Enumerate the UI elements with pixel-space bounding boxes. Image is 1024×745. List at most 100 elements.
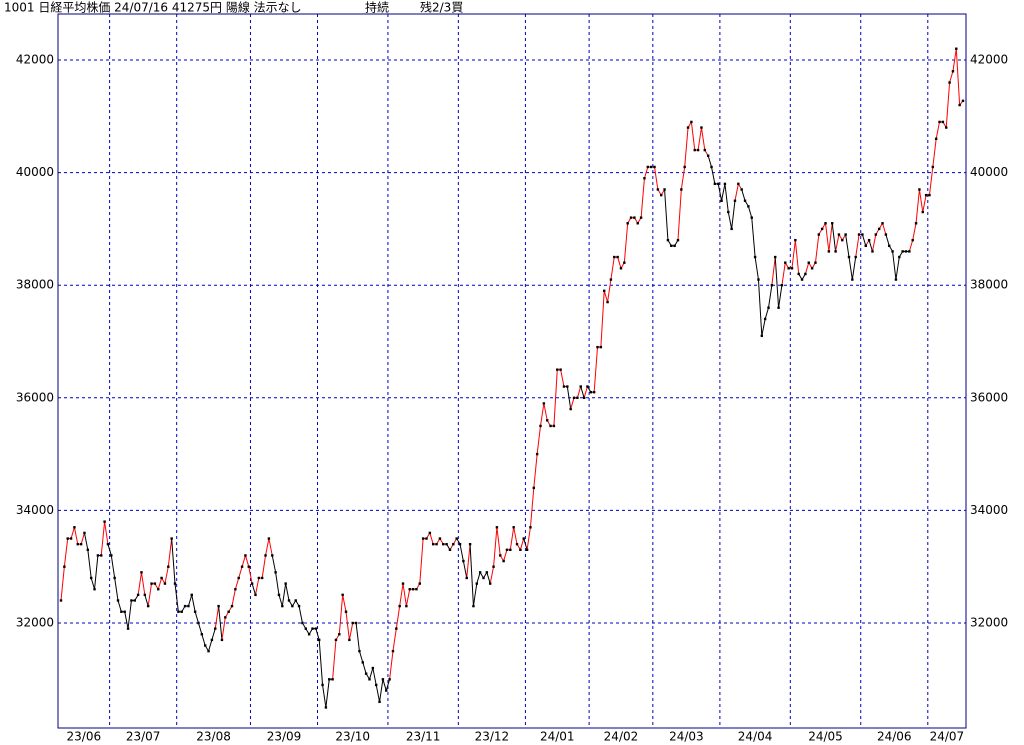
point xyxy=(666,238,670,242)
point xyxy=(79,542,83,546)
point xyxy=(908,250,911,253)
point xyxy=(747,205,750,208)
point xyxy=(847,255,851,259)
point xyxy=(260,576,264,580)
point xyxy=(569,407,572,411)
point xyxy=(294,599,297,602)
point xyxy=(834,250,837,253)
line-segment xyxy=(187,594,193,607)
point xyxy=(398,604,401,608)
line-segment xyxy=(540,403,545,427)
y-tick-label-right: 40000 xyxy=(970,165,1008,179)
point xyxy=(951,70,955,73)
point xyxy=(257,576,261,580)
point xyxy=(264,554,267,557)
point xyxy=(405,604,408,608)
point xyxy=(686,126,690,129)
point xyxy=(458,542,462,546)
point xyxy=(472,604,475,608)
point xyxy=(391,649,395,653)
point xyxy=(901,250,904,253)
line-segment xyxy=(607,279,612,303)
line-segment xyxy=(94,555,99,590)
point xyxy=(371,666,375,670)
point xyxy=(130,599,133,602)
point xyxy=(217,604,220,608)
x-tick-label: 23/12 xyxy=(475,730,510,744)
point xyxy=(455,537,458,540)
line-segment xyxy=(251,583,256,595)
point xyxy=(509,548,512,552)
line-segment xyxy=(600,290,605,348)
point xyxy=(126,627,130,630)
line-segment xyxy=(496,527,501,556)
point xyxy=(589,390,592,394)
point xyxy=(69,537,73,540)
line-segment xyxy=(157,577,163,590)
point xyxy=(304,627,307,630)
line-segment xyxy=(486,572,491,584)
point xyxy=(656,188,660,191)
point xyxy=(851,278,854,281)
line-segment xyxy=(721,183,726,201)
point xyxy=(800,278,804,281)
point xyxy=(780,283,784,287)
point xyxy=(690,120,693,124)
point xyxy=(287,599,291,602)
point xyxy=(938,120,941,124)
point xyxy=(291,604,294,608)
point xyxy=(562,385,566,388)
point xyxy=(753,255,757,259)
point xyxy=(170,537,173,540)
line-segment xyxy=(238,566,243,579)
point xyxy=(810,267,814,270)
point xyxy=(227,610,230,613)
point xyxy=(874,233,878,236)
point xyxy=(663,188,666,191)
point xyxy=(817,233,821,236)
point xyxy=(841,238,844,242)
point xyxy=(586,385,589,388)
line-segment xyxy=(566,386,572,410)
x-tick-label: 24/07 xyxy=(930,730,965,744)
point xyxy=(703,148,707,152)
y-tick-label: 32000 xyxy=(16,616,54,630)
point xyxy=(277,593,281,597)
point xyxy=(489,582,492,585)
point xyxy=(106,542,110,546)
point xyxy=(884,233,888,236)
line-segment xyxy=(845,234,850,258)
point xyxy=(582,396,586,399)
line-segment xyxy=(724,183,729,213)
line-segment xyxy=(774,257,780,308)
point xyxy=(183,604,187,608)
line-segment xyxy=(727,211,733,229)
line-segment xyxy=(265,538,270,556)
x-tick-label: 23/09 xyxy=(267,730,302,744)
point xyxy=(123,610,126,613)
point xyxy=(93,588,96,591)
point xyxy=(958,103,961,107)
point xyxy=(153,582,157,585)
line-segment xyxy=(342,594,347,612)
point xyxy=(673,244,676,247)
point xyxy=(831,222,834,225)
line-segment xyxy=(362,662,367,674)
plot-frame xyxy=(57,13,967,729)
line-segment xyxy=(345,611,350,640)
y-tick-label: 40000 xyxy=(16,165,54,179)
line-segment xyxy=(560,369,565,387)
point xyxy=(177,610,180,613)
point xyxy=(854,255,857,259)
point xyxy=(904,250,908,253)
point xyxy=(790,267,794,270)
point xyxy=(934,137,938,141)
line-segment xyxy=(932,138,937,168)
point xyxy=(321,683,324,687)
line-segment xyxy=(509,527,515,550)
line-segment xyxy=(493,527,498,567)
line-segment xyxy=(268,538,273,556)
point xyxy=(421,537,425,540)
point xyxy=(787,267,790,270)
point xyxy=(750,216,753,219)
